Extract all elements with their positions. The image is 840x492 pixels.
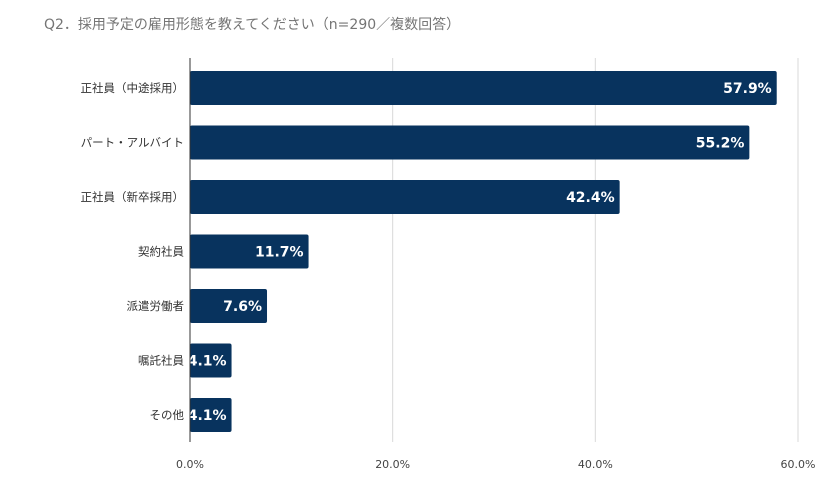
category-label-3: 契約社員 — [138, 245, 184, 259]
data-label-2: 42.4% — [566, 190, 615, 206]
data-label-4: 7.6% — [223, 299, 262, 315]
bar-5 — [190, 343, 232, 378]
data-label-5: 4.1% — [188, 354, 227, 370]
bar-2 — [190, 180, 620, 214]
category-label-2: 正社員（新卒採用） — [81, 190, 185, 204]
x-tick-label-1: 20.0% — [375, 458, 410, 471]
category-label-1: パート・アルバイト — [81, 136, 184, 150]
x-tick-label-2: 40.0% — [578, 458, 613, 471]
data-label-6: 4.1% — [188, 408, 227, 424]
data-label-1: 55.2% — [696, 136, 745, 152]
bar-3 — [190, 234, 309, 269]
bar-4 — [190, 289, 268, 323]
x-tick-label-0: 0.0% — [176, 458, 204, 471]
chart-title: Q2．採用予定の雇用形態を教えてください（n=290／複数回答） — [44, 17, 461, 33]
category-label-0: 正社員（中途採用） — [81, 81, 185, 95]
bar-1 — [190, 125, 750, 160]
category-label-4: 派遣労働者 — [127, 299, 185, 313]
bar-6 — [190, 398, 232, 432]
data-label-3: 11.7% — [255, 245, 304, 261]
x-tick-label-3: 60.0% — [781, 458, 816, 471]
category-label-6: その他 — [150, 408, 185, 422]
category-label-5: 嘱託社員 — [138, 354, 184, 368]
data-label-0: 57.9% — [723, 81, 772, 97]
bar-0 — [190, 71, 777, 105]
